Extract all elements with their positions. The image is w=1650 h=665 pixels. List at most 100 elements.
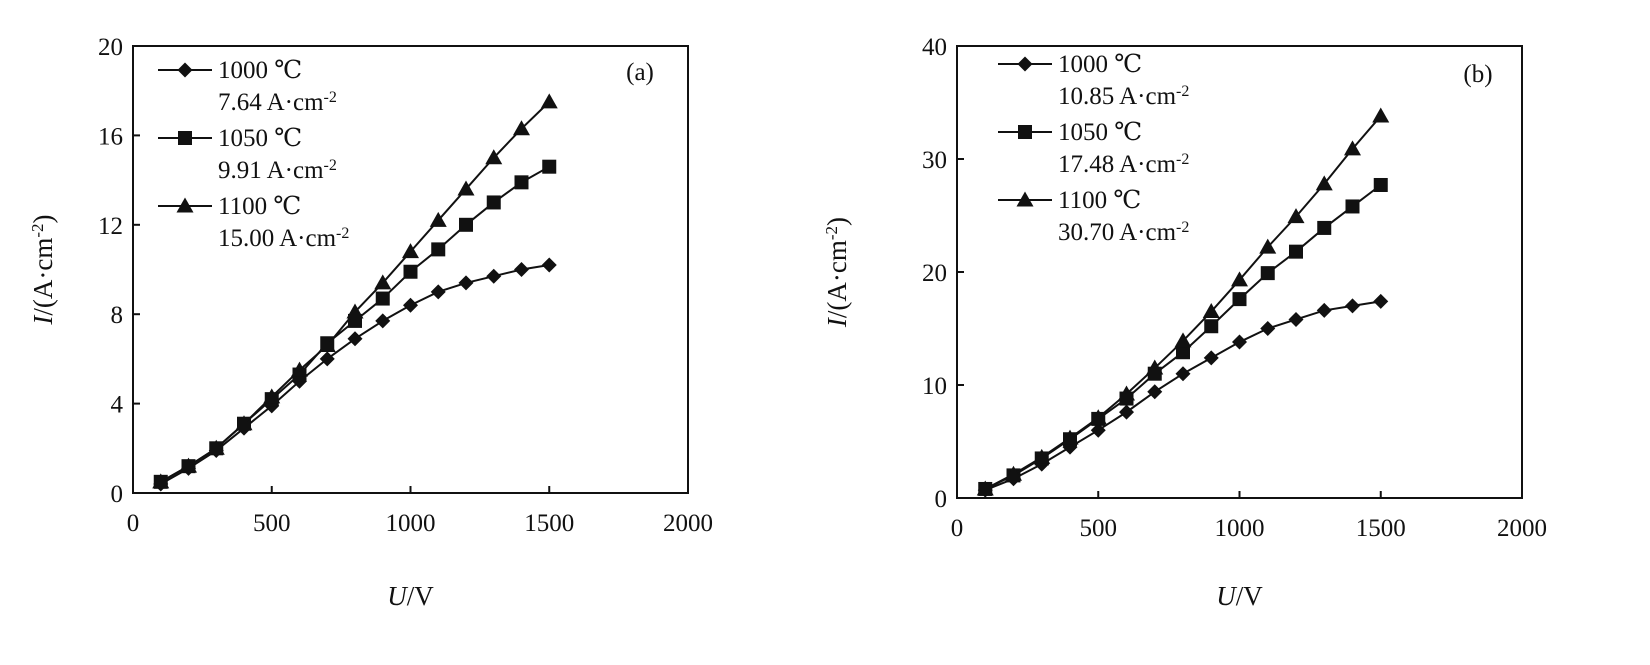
data-point (1176, 345, 1190, 360)
legend-series-value: 15.00 A·cm-2 (218, 225, 349, 253)
y-tick-label: 20 (922, 260, 947, 287)
data-point (346, 303, 364, 319)
data-point (319, 351, 335, 367)
legend: 1000 ℃ 7.64 A·cm-2 1050 ℃ 9.91 A·cm-2 1100 ℃… (158, 57, 349, 252)
series-square (153, 159, 557, 489)
data-point (235, 415, 253, 431)
series-line (984, 115, 1382, 490)
data-point (1174, 332, 1192, 348)
data-point (1345, 199, 1360, 214)
data-point (1146, 359, 1164, 375)
y-tick-label: 12 (98, 213, 123, 240)
data-point (430, 284, 446, 300)
series-triangle (152, 93, 558, 489)
x-tick-label: 0 (951, 515, 964, 542)
legend-marker (178, 131, 192, 145)
data-point (431, 242, 446, 257)
data-point (374, 274, 392, 290)
legend-marker (1016, 191, 1034, 207)
data-point (1204, 319, 1219, 334)
data-point (263, 388, 281, 404)
data-point (459, 217, 473, 232)
chart-panel-b: 0 500 1000 1500 2000 0 10 20 30 40 U/V I/(A·cm-2) (b… (822, 34, 1548, 611)
x-axis-label: U/V (387, 581, 434, 611)
data-point (1344, 140, 1361, 156)
data-point (486, 268, 502, 284)
series-diamond (977, 293, 1389, 498)
legend-series-name: 1050 ℃ (1058, 119, 1142, 146)
data-point (403, 297, 418, 313)
x-tick-label: 1000 (1215, 515, 1265, 542)
data-point (1033, 448, 1051, 464)
data-point (402, 243, 419, 259)
legend-marker (176, 197, 194, 213)
data-point (1231, 271, 1248, 287)
data-point (1288, 311, 1304, 327)
data-point (540, 93, 558, 109)
data-point (1373, 177, 1388, 192)
x-axis-label: U/V (1216, 581, 1263, 611)
y-tick-label: 4 (111, 392, 124, 419)
x-tick-label: 2000 (1497, 515, 1547, 542)
legend-series-name: 1100 ℃ (1058, 187, 1141, 214)
data-point (1202, 303, 1220, 319)
legend-series-value: 17.48 A·cm-2 (1058, 151, 1189, 179)
data-point (318, 336, 336, 352)
data-point (1232, 292, 1247, 307)
legend-series-value: 30.70 A·cm-2 (1058, 219, 1189, 247)
data-point (429, 211, 447, 227)
series-diamond (153, 257, 557, 492)
data-point (1372, 107, 1390, 123)
data-point (1203, 350, 1219, 366)
data-point (1260, 321, 1276, 336)
data-point (976, 480, 994, 496)
y-axis-label: I/(A·cm-2) (28, 214, 59, 325)
x-tick-label: 1500 (1356, 515, 1406, 542)
data-point (1090, 422, 1106, 438)
y-tick-label: 0 (935, 486, 948, 513)
y-tick-label: 8 (111, 302, 124, 329)
panel-tag: (a) (626, 59, 654, 86)
legend-series-value: 9.91 A·cm-2 (218, 157, 337, 185)
data-point (486, 195, 501, 210)
data-point (1005, 465, 1022, 481)
legend-marker (177, 62, 193, 78)
y-axis-label: I/(A·cm-2) (822, 217, 853, 328)
legend-series-name: 1050 ℃ (218, 125, 302, 152)
data-point (542, 159, 557, 174)
legend: 1000 ℃ 10.85 A·cm-2 1050 ℃ 17.48 A·cm-2 1100… (998, 51, 1189, 246)
data-point (1259, 238, 1277, 254)
data-point (514, 175, 529, 190)
data-point (457, 180, 475, 196)
legend-series-value: 10.85 A·cm-2 (1058, 83, 1189, 111)
legend-marker (1017, 56, 1033, 72)
data-point (1147, 384, 1163, 400)
legend-series-name: 1000 ℃ (218, 57, 302, 84)
data-point (458, 275, 474, 291)
data-point (1119, 404, 1134, 420)
data-point (1260, 266, 1275, 281)
data-point (1061, 429, 1079, 445)
data-point (1316, 302, 1332, 318)
data-point (514, 262, 529, 277)
data-point (1118, 385, 1135, 401)
y-tick-label: 16 (98, 123, 123, 150)
data-point (375, 291, 390, 306)
data-point (291, 361, 308, 377)
chart-panel-a: 0 500 1000 1500 2000 0 4 8 12 16 20 U/V I/(A·cm-2) (a… (28, 34, 714, 611)
y-tick-label: 20 (98, 34, 123, 61)
data-point (1232, 334, 1247, 350)
data-point (1373, 293, 1389, 309)
legend-marker (1018, 125, 1032, 139)
legend-series-name: 1100 ℃ (218, 193, 301, 220)
data-point (1089, 409, 1107, 425)
data-point (403, 264, 418, 279)
y-tick-label: 40 (922, 34, 947, 61)
data-point (541, 257, 557, 273)
data-point (375, 313, 391, 329)
x-tick-label: 1000 (386, 510, 436, 537)
data-point (152, 473, 170, 489)
legend-series-value: 7.64 A·cm-2 (218, 89, 337, 117)
y-tick-label: 0 (111, 481, 124, 508)
